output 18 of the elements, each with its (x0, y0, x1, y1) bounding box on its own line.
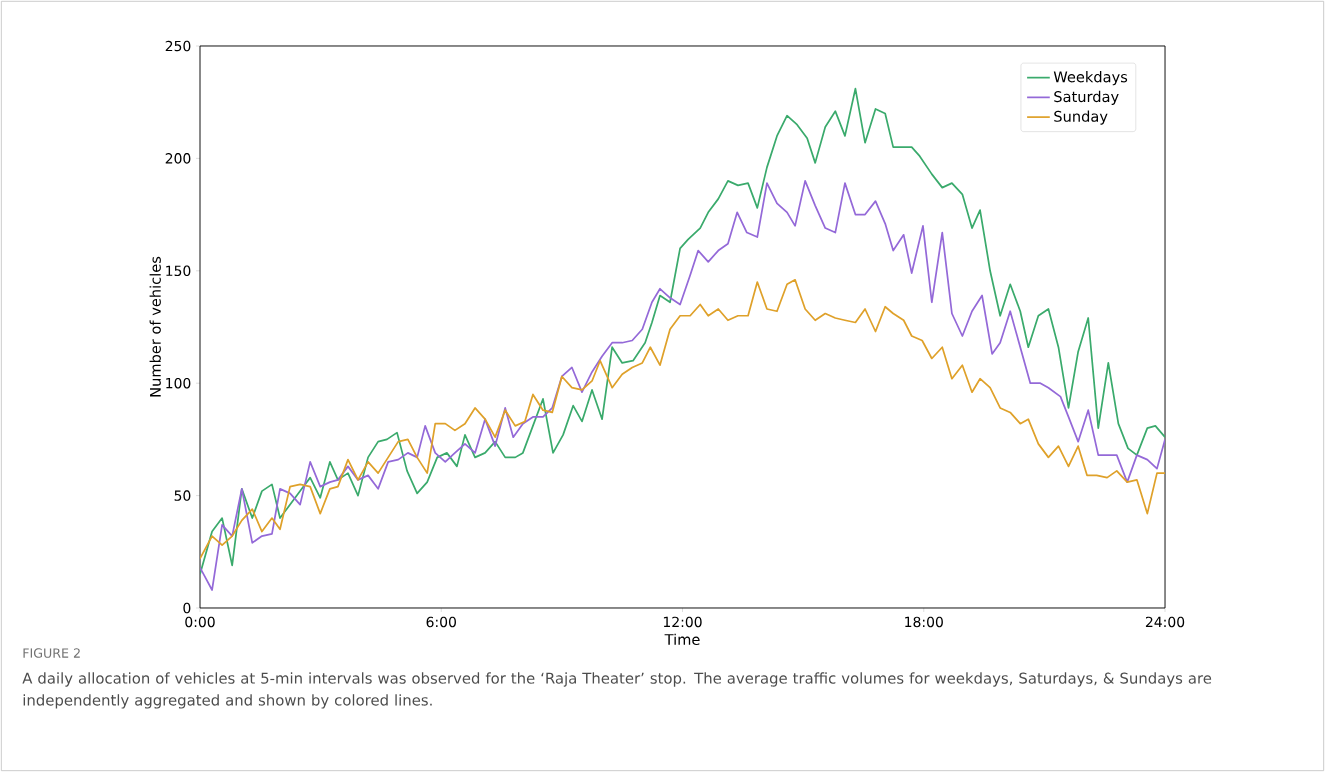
y-tick-label: 100 (166, 377, 191, 389)
y-tick-label: 50 (174, 490, 191, 501)
x-tick-label: 0:00 (185, 616, 215, 628)
y-tick-label: 200 (165, 153, 191, 164)
y-tick-label: 150 (166, 265, 191, 277)
y-tick-label: 250 (165, 40, 191, 52)
x-tick-label: 18:00 (905, 616, 943, 628)
caption: FIGURE 2 (23, 648, 80, 658)
x-tick-label: 6:00 (426, 616, 456, 628)
y-tick-label: 0 (183, 602, 191, 614)
x-tick-label: 24:00 (1145, 616, 1185, 628)
legend-label: Saturday (1054, 90, 1119, 105)
text: A daily allocation of vehicles at 5-min intervals was observed for the ‘Raja Theater’ stop. The average traffic volumes for weekdays, Saturdays, & Sundays are independently aggregated and shown by colored lines. (22, 672, 1212, 709)
legend-label: Sunday (1054, 110, 1108, 125)
x-tick-label: 12:00 (663, 616, 702, 628)
legend-label: Weekdays (1053, 71, 1128, 86)
x-axis-title: Time (664, 633, 700, 645)
y-axis-title: Number of vehicles (149, 256, 161, 397)
